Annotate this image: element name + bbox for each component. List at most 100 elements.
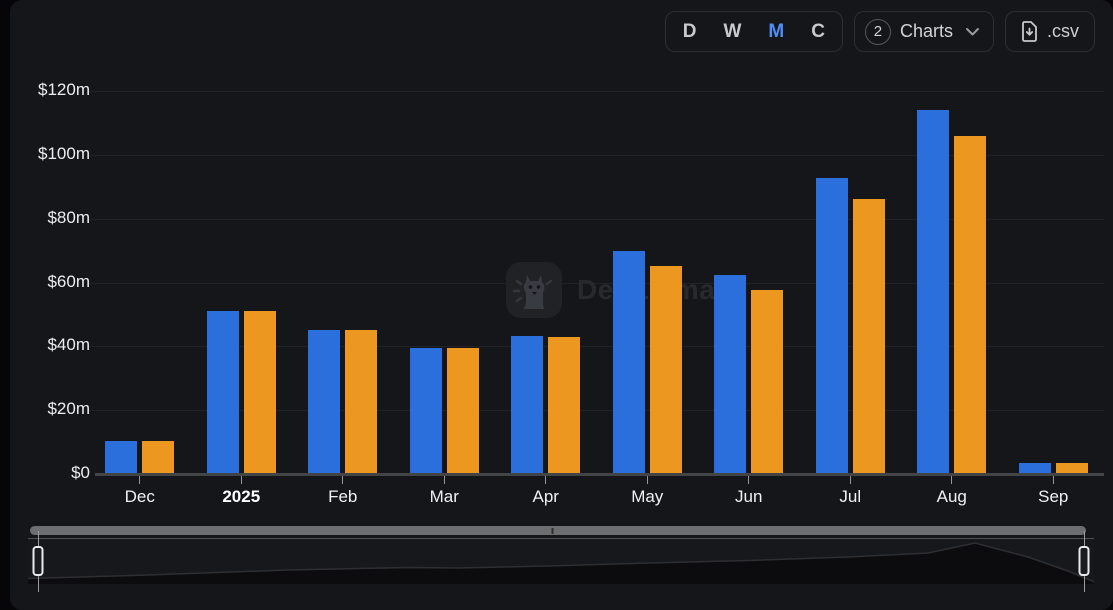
brush-left-handle[interactable] — [32, 545, 44, 576]
x-axis-tick-label: 2025 — [222, 487, 261, 506]
x-axis-tick-label: Mar — [429, 487, 459, 506]
gridline — [89, 346, 1104, 348]
x-axis-tick — [849, 476, 851, 484]
charts-count-badge: 2 — [864, 18, 891, 45]
y-axis-tick-label: $120m — [38, 80, 90, 99]
bar-group-Feb — [292, 91, 394, 474]
chart-toolbar: D W M C 2 Charts .csv — [664, 11, 1095, 52]
x-axis-cell: Mar — [394, 476, 496, 507]
bar-series-orange-Mar[interactable] — [446, 348, 479, 474]
bar-series-blue-Jul[interactable] — [815, 178, 848, 474]
bar-series-orange-Dec[interactable] — [142, 440, 175, 474]
bar-series-blue-May[interactable] — [612, 250, 645, 474]
x-axis-tick — [1052, 476, 1054, 484]
bar-series-blue-Dec[interactable] — [105, 440, 138, 474]
bar-series-orange-May[interactable] — [649, 265, 682, 474]
x-axis-cell: Dec — [89, 476, 191, 507]
x-axis-tick — [951, 476, 953, 484]
bar-series-orange-Feb[interactable] — [345, 330, 378, 474]
csv-button-label: .csv — [1046, 21, 1079, 41]
y-axis-tick-label: $60m — [47, 271, 90, 291]
gridline — [89, 218, 1104, 220]
bar-group-Jul — [800, 91, 902, 474]
brush-right-handle[interactable] — [1078, 545, 1090, 576]
gridline — [89, 91, 1104, 92]
x-axis-tick — [342, 476, 344, 484]
x-axis-tick-label: Aug — [936, 487, 967, 506]
plot-area — [89, 91, 1104, 474]
x-axis-cell: May — [597, 476, 699, 507]
x-axis-tick — [545, 476, 547, 484]
bar-group-Dec — [89, 91, 191, 474]
x-axis-cell: Jun — [698, 476, 800, 507]
bar-group-2025 — [191, 91, 293, 474]
x-axis-tick-label: Jun — [735, 487, 763, 506]
gridline — [89, 154, 1104, 156]
x-axis-tick — [646, 476, 648, 484]
y-axis-tick-label: $80m — [47, 207, 90, 227]
bar-series-orange-Aug[interactable] — [954, 135, 987, 474]
drag-handle-icon[interactable] — [551, 527, 565, 534]
x-axis-tick-label: Dec — [124, 487, 155, 506]
chevron-down-icon — [965, 27, 979, 36]
bar-group-May — [597, 91, 699, 474]
x-axis-cell: Sep — [1003, 476, 1105, 507]
time-range-selector: D W M C — [664, 11, 843, 52]
x-axis-cell: 2025 — [191, 476, 293, 507]
defillama-llama-icon — [505, 261, 563, 319]
y-axis-tick-label: $40m — [47, 335, 90, 355]
time-range-day[interactable]: D — [682, 21, 697, 42]
x-axis-tick — [443, 476, 445, 484]
datazoom-brush[interactable] — [28, 531, 1094, 592]
charts-dropdown-label: Charts — [899, 21, 953, 41]
gridline — [89, 282, 1104, 284]
bar-group-Aug — [901, 91, 1003, 474]
file-download-icon — [1021, 21, 1038, 42]
x-axis-cell: Feb — [292, 476, 394, 507]
y-axis-tick-label: $20m — [47, 399, 90, 419]
y-axis-tick-label: $0 — [71, 463, 90, 482]
brush-data-shadow — [28, 542, 1094, 584]
watermark: DefiLlama — [505, 261, 715, 319]
bar-series-blue-Sep[interactable] — [1018, 462, 1051, 474]
x-axis-tick-label: Apr — [532, 487, 559, 506]
x-axis-tick-label: Feb — [328, 487, 358, 506]
bar-group-Apr — [495, 91, 597, 474]
x-axis-labels: Dec 2025 Feb Mar Apr May Jun Jul Aug Sep — [89, 476, 1104, 507]
x-axis-tick-label: May — [631, 487, 664, 506]
x-axis-cell: Aug — [901, 476, 1003, 507]
time-range-cumulative[interactable]: C — [811, 21, 825, 42]
chart-panel: D W M C 2 Charts .csv — [10, 0, 1113, 610]
y-axis-tick-label: $100m — [38, 143, 90, 163]
bar-series-blue-Feb[interactable] — [308, 330, 341, 474]
time-range-month[interactable]: M — [768, 21, 785, 42]
bar-series-blue-Apr[interactable] — [511, 335, 544, 474]
x-axis-tick-label: Sep — [1038, 487, 1069, 506]
bar-series-blue-2025[interactable] — [206, 310, 239, 474]
watermark-text: DefiLlama — [577, 274, 716, 305]
time-range-week[interactable]: W — [723, 21, 742, 42]
bar-series-orange-Jun[interactable] — [751, 289, 784, 474]
bar-series — [89, 91, 1104, 474]
x-axis-tick — [240, 476, 242, 484]
bar-group-Mar — [394, 91, 496, 474]
horizontal-scrollbar[interactable] — [30, 526, 1086, 535]
bar-group-Jun — [698, 91, 800, 474]
charts-dropdown[interactable]: 2 Charts — [853, 11, 994, 52]
bar-series-blue-Mar[interactable] — [409, 348, 442, 474]
bar-series-orange-Jul[interactable] — [852, 198, 885, 474]
bar-group-Sep — [1003, 91, 1105, 474]
csv-download-button[interactable]: .csv — [1004, 11, 1095, 52]
bar-series-orange-2025[interactable] — [243, 310, 276, 474]
bar-series-blue-Aug[interactable] — [917, 110, 950, 474]
bar-series-blue-Jun[interactable] — [714, 275, 747, 474]
bar-series-orange-Apr[interactable] — [548, 337, 581, 474]
x-axis-tick-label: Jul — [839, 487, 862, 506]
bar-series-orange-Sep[interactable] — [1055, 463, 1088, 474]
x-axis-cell: Jul — [800, 476, 902, 507]
x-axis-line — [95, 473, 1104, 476]
x-axis-cell: Apr — [495, 476, 597, 507]
gridline — [89, 410, 1104, 412]
x-axis-tick — [748, 476, 750, 484]
x-axis-tick — [139, 476, 141, 484]
